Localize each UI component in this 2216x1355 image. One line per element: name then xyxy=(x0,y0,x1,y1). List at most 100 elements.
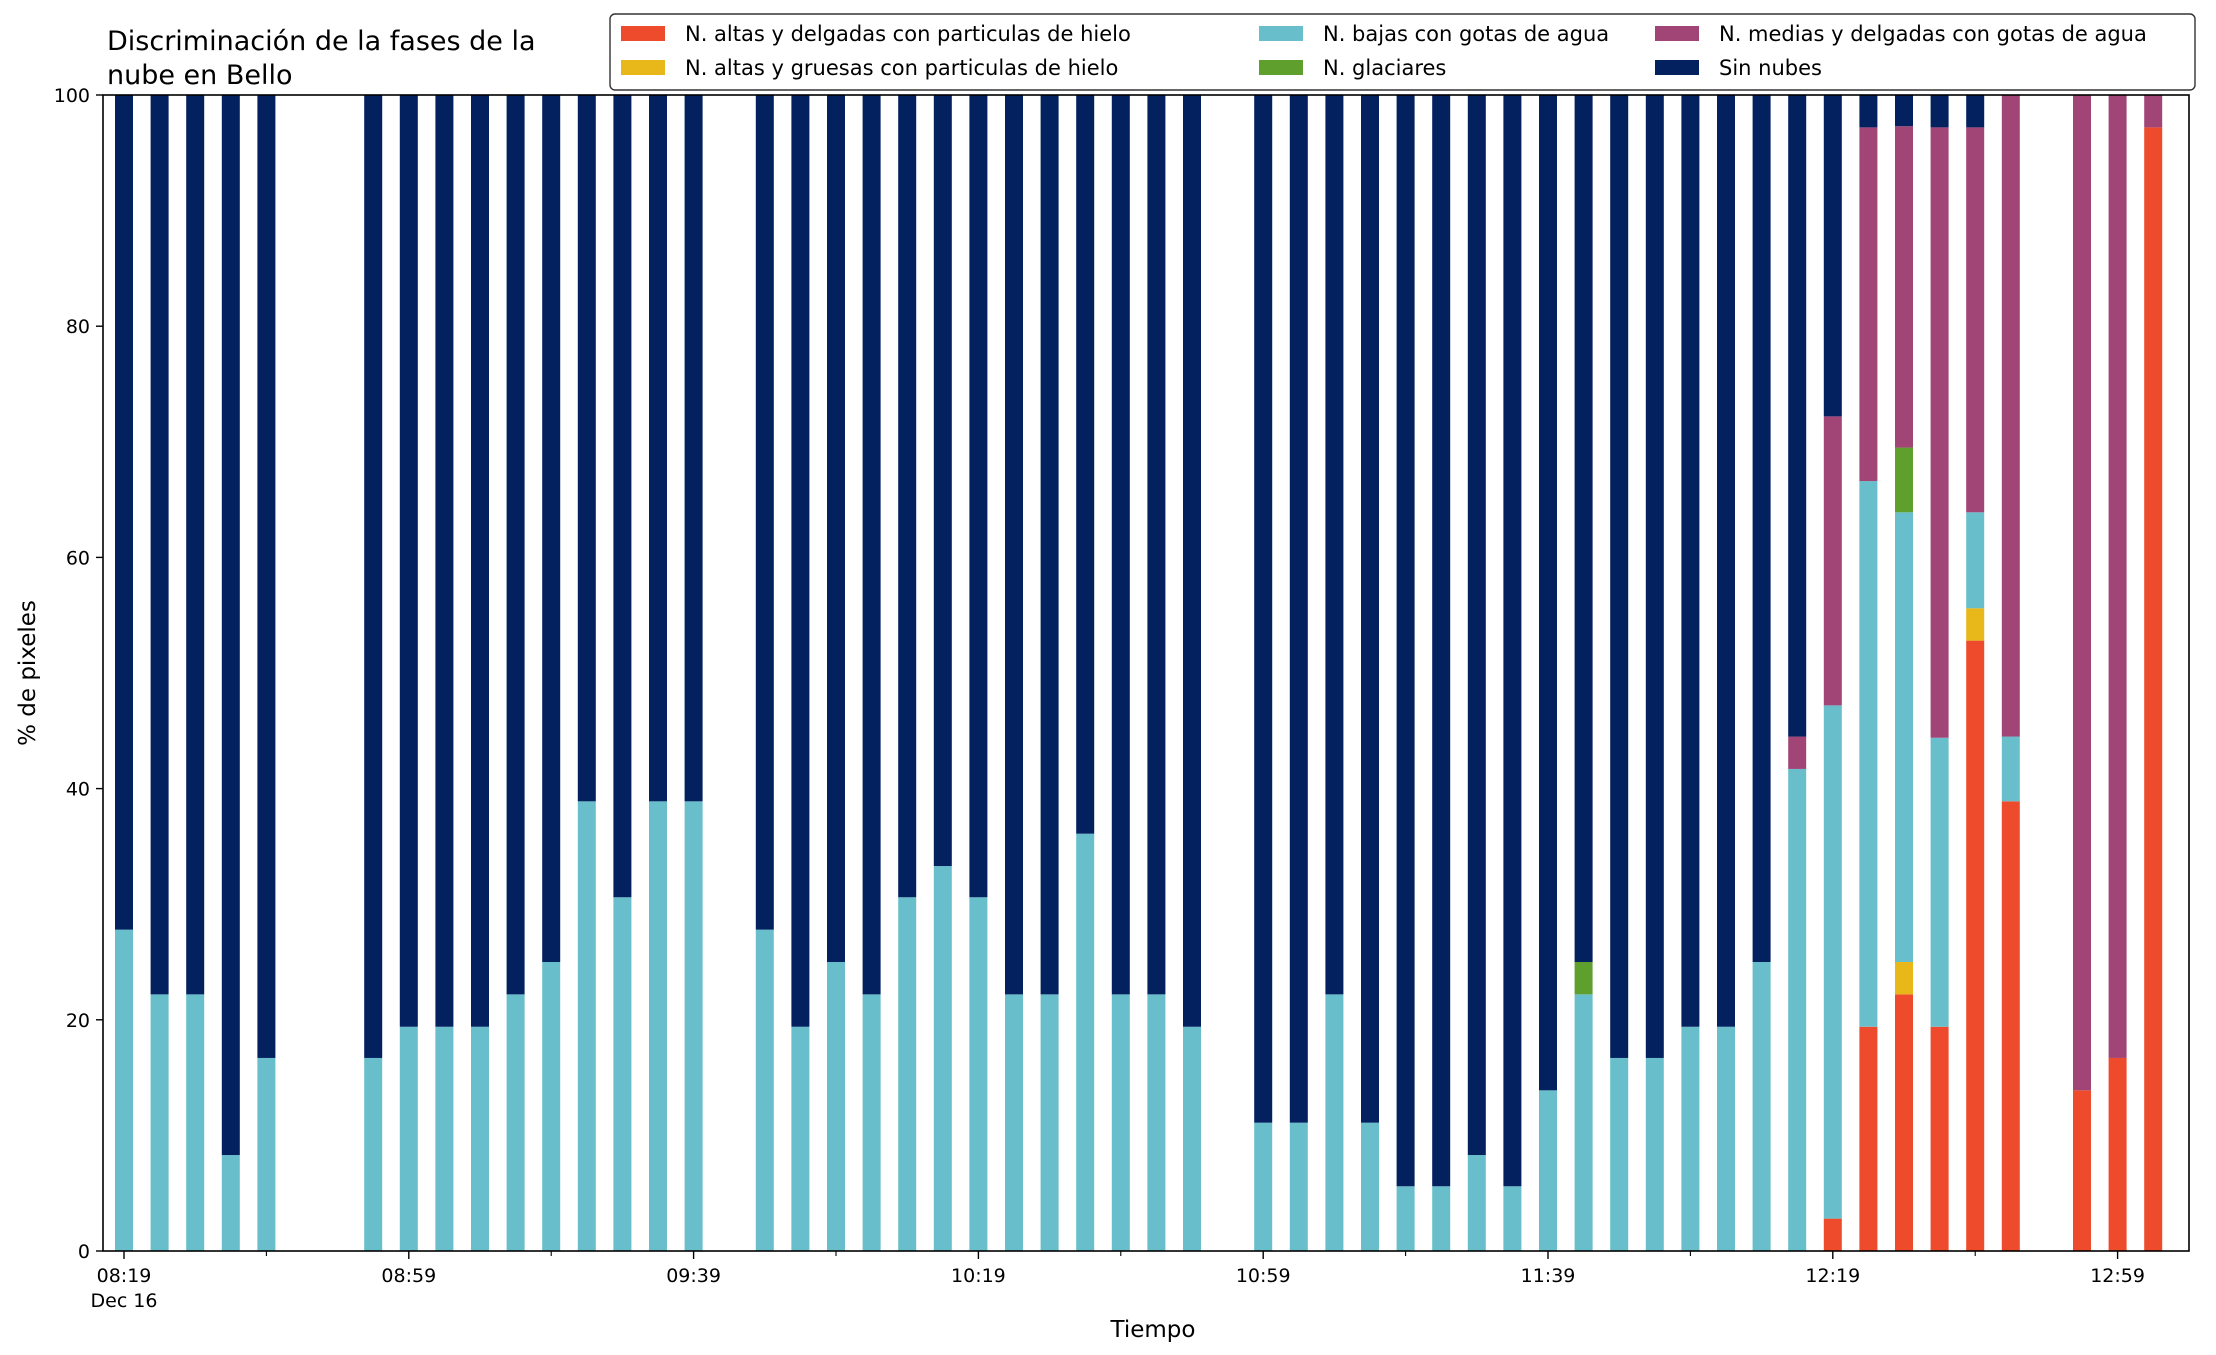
bar-segment xyxy=(2144,127,2163,1252)
bar-segment xyxy=(1361,1122,1379,1251)
bar-stack xyxy=(1681,95,1700,1251)
bar-segment xyxy=(1396,1186,1415,1251)
bar-stack xyxy=(506,95,525,1251)
bar-segment xyxy=(1895,512,1913,962)
bar-segment xyxy=(1966,608,1985,641)
bar-segment xyxy=(969,897,988,1251)
bar-stack xyxy=(755,95,774,1251)
bar-segment xyxy=(827,95,845,962)
bar-stack xyxy=(1432,95,1451,1251)
bar-segment xyxy=(399,1026,418,1251)
bar-segment xyxy=(898,897,917,1251)
ticks-layer: 0 20 40 60 80 100 08:19 08:59 09:39 10:19 10:59 11:… xyxy=(54,85,2145,1312)
bar-stack xyxy=(399,95,418,1251)
bar-segment xyxy=(221,1155,240,1251)
bar-segment xyxy=(969,95,988,898)
bar-segment xyxy=(115,95,133,930)
y-tick-label: 0 xyxy=(78,1241,90,1263)
legend-label: N. bajas con gotas de agua xyxy=(1323,22,1609,46)
bar-segment xyxy=(755,95,774,930)
bar-segment xyxy=(1076,833,1095,1251)
bar-stack xyxy=(1325,95,1344,1251)
bar-segment xyxy=(684,95,703,802)
bar-stack xyxy=(1966,95,1985,1251)
bar-stack xyxy=(1111,95,1130,1251)
bar-segment xyxy=(1574,994,1593,1251)
bar-segment xyxy=(1859,127,1878,482)
bar-stack xyxy=(1717,95,1735,1251)
bar-segment xyxy=(506,994,525,1251)
bar-stack xyxy=(1254,95,1273,1251)
bar-segment xyxy=(1752,95,1771,962)
bar-segment xyxy=(827,962,845,1251)
bar-segment xyxy=(1717,95,1735,1027)
bar-segment xyxy=(1610,95,1629,1058)
bar-segment xyxy=(1147,95,1166,995)
x-tick-sublabel: Dec 16 xyxy=(91,1290,158,1312)
bar-stack xyxy=(1147,95,1166,1251)
bar-stack xyxy=(2001,95,2020,1251)
bar-segment xyxy=(1895,962,1913,995)
chart-title-line-1: Discriminación de la fases de la xyxy=(107,26,536,57)
bar-segment xyxy=(1859,95,1878,128)
bar-segment xyxy=(1681,1026,1700,1251)
bar-stack xyxy=(115,95,133,1251)
bar-stack xyxy=(150,95,169,1251)
bar-segment xyxy=(435,95,454,1027)
y-tick-label: 100 xyxy=(54,85,90,107)
bar-segment xyxy=(684,801,703,1251)
legend-item: N. medias y delgadas con gotas de agua xyxy=(1655,22,2147,46)
bar-stack xyxy=(1005,95,1023,1251)
bar-segment xyxy=(542,962,561,1251)
bar-stack xyxy=(2144,95,2163,1252)
x-tick-label: 12:59 xyxy=(2090,1265,2145,1287)
bar-stack xyxy=(1040,95,1059,1251)
bar-segment xyxy=(435,1026,454,1251)
bar-segment xyxy=(1574,95,1593,962)
legend-label: N. medias y delgadas con gotas de agua xyxy=(1719,22,2147,46)
legend-swatch xyxy=(621,26,665,41)
bar-segment xyxy=(1966,95,1985,128)
bar-stack xyxy=(613,95,632,1251)
legend-item: Sin nubes xyxy=(1655,56,1822,80)
bar-stack xyxy=(827,95,845,1251)
bar-segment xyxy=(898,95,917,898)
bar-segment xyxy=(1681,95,1700,1027)
bar-stack xyxy=(1859,95,1878,1251)
bar-segment xyxy=(1396,95,1415,1187)
bar-segment xyxy=(1005,994,1023,1251)
bar-segment xyxy=(1788,768,1807,1251)
bar-segment xyxy=(1432,95,1451,1187)
legend-swatch xyxy=(1259,60,1303,75)
legend-item: N. altas y delgadas con particulas de hi… xyxy=(621,22,1131,46)
bar-stack xyxy=(2073,95,2091,1251)
legend-item: N. bajas con gotas de agua xyxy=(1259,22,1609,46)
bar-stack xyxy=(969,95,988,1251)
bar-segment xyxy=(1823,705,1842,1219)
bar-segment xyxy=(1930,737,1949,1027)
bar-segment xyxy=(1788,736,1807,769)
bar-segment xyxy=(1930,1026,1949,1251)
x-axis-label: Tiempo xyxy=(1110,1317,1196,1343)
bar-segment xyxy=(1610,1057,1629,1251)
bar-segment xyxy=(1503,95,1522,1187)
bar-segment xyxy=(1966,512,1985,609)
bar-stack xyxy=(1610,95,1629,1251)
bar-segment xyxy=(755,929,774,1251)
bar-segment xyxy=(933,866,952,1251)
bar-segment xyxy=(1183,95,1201,1027)
bar-segment xyxy=(221,95,240,1156)
bar-segment xyxy=(542,95,561,962)
bar-segment xyxy=(257,95,276,1058)
bar-segment xyxy=(1503,1186,1522,1251)
bar-segment xyxy=(1325,95,1344,995)
bar-segment xyxy=(649,95,667,802)
bar-segment xyxy=(1111,994,1130,1251)
bar-segment xyxy=(1076,95,1095,834)
bar-segment xyxy=(1823,416,1842,706)
bar-stack xyxy=(257,95,276,1251)
bar-segment xyxy=(2001,736,2020,802)
bar-stack xyxy=(1183,95,1201,1251)
bar-segment xyxy=(2108,95,2127,1058)
